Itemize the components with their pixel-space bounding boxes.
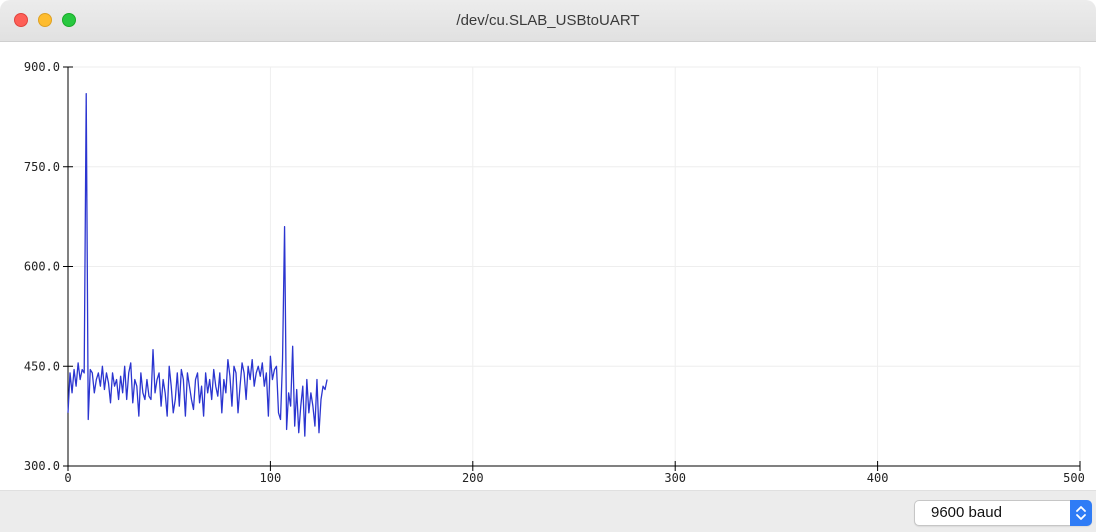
serial-plot-chart: 300.0 450.0 600.0 750.0 900.0 0 100 200 300 400 50… (24, 60, 1085, 485)
y-tick-label: 900.0 (24, 60, 60, 74)
baud-rate-select[interactable]: 9600 baud (914, 500, 1092, 526)
close-window-button[interactable] (14, 13, 28, 27)
series-layer (67, 92, 328, 437)
tick-labels: 300.0 450.0 600.0 750.0 900.0 0 100 200 300 400 50… (24, 60, 1085, 485)
zoom-window-button[interactable] (62, 13, 76, 27)
x-tick-label: 200 (462, 471, 484, 485)
x-tick-label: 400 (867, 471, 889, 485)
y-tick-label: 300.0 (24, 459, 60, 473)
axes (63, 66, 1081, 471)
x-tick-label: 0 (64, 471, 71, 485)
baud-rate-value: 9600 baud (931, 504, 1002, 521)
y-tick-label: 600.0 (24, 260, 60, 274)
y-tick-label: 750.0 (24, 160, 60, 174)
grid-lines (68, 66, 1081, 466)
bottom-toolbar: 9600 baud (0, 490, 1096, 532)
window-title: /dev/cu.SLAB_USBtoUART (456, 12, 640, 29)
minimize-window-button[interactable] (38, 13, 52, 27)
series-line (67, 92, 328, 437)
chevron-up-down-icon[interactable] (1070, 500, 1092, 526)
title-bar[interactable]: /dev/cu.SLAB_USBtoUART (0, 0, 1096, 42)
y-tick-label: 450.0 (24, 359, 60, 373)
plot-area: 300.0 450.0 600.0 750.0 900.0 0 100 200 300 400 50… (0, 42, 1096, 490)
x-tick-label: 500 (1063, 471, 1085, 485)
x-tick-label: 100 (260, 471, 282, 485)
x-tick-label: 300 (664, 471, 686, 485)
